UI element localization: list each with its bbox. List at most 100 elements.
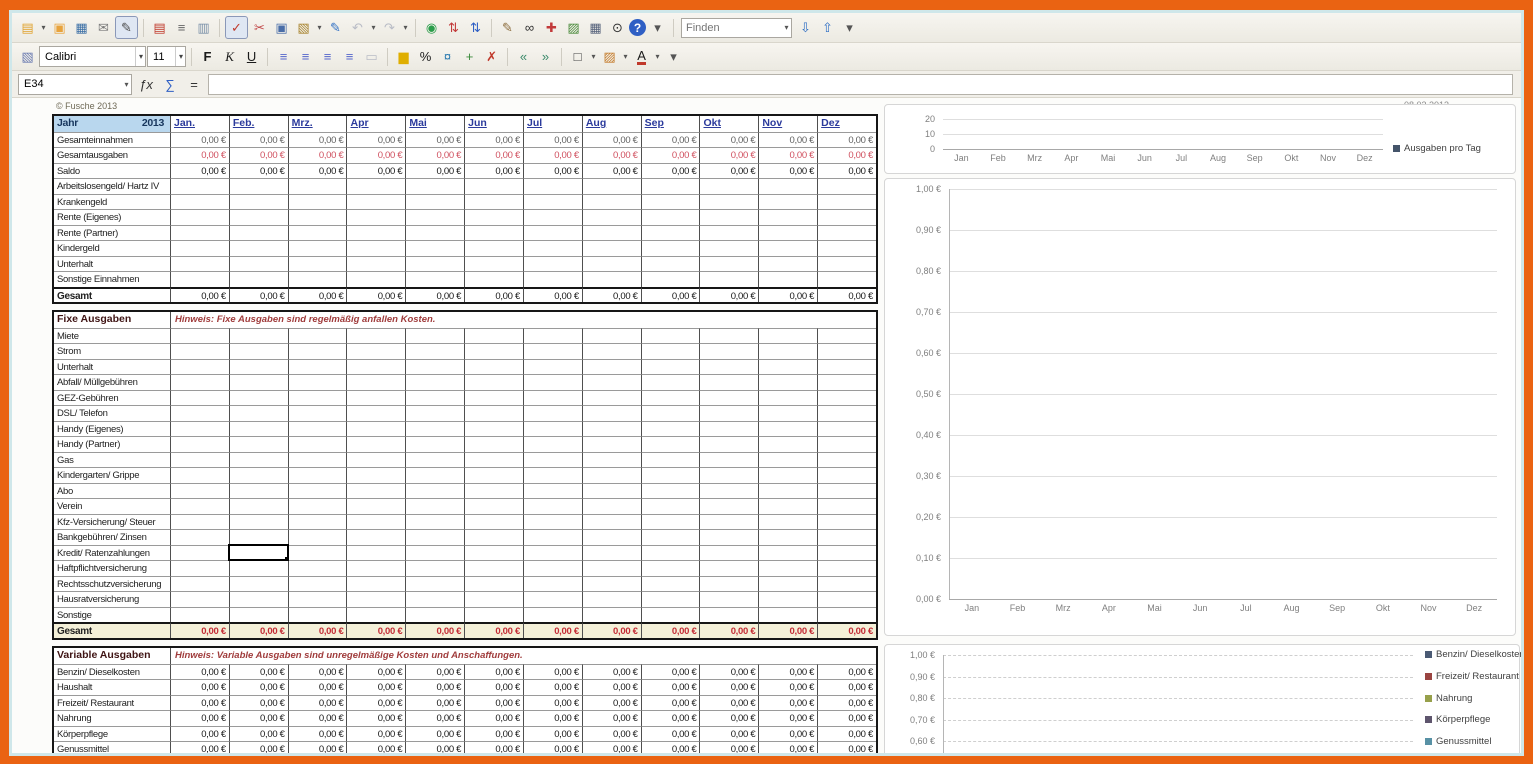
value-cell[interactable] [817,451,876,467]
value-cell[interactable]: 0,00 € [170,663,229,679]
value-cell[interactable] [287,529,347,545]
value-cell[interactable]: 0,00 € [170,622,229,638]
equals-icon[interactable]: = [190,76,198,92]
value-cell[interactable] [464,498,523,514]
value-cell[interactable] [405,451,465,467]
value-cell[interactable]: 0,00 € [817,162,876,178]
value-cell[interactable] [640,482,700,498]
value-cell[interactable] [464,436,523,452]
value-cell[interactable]: 0,00 € [464,710,523,726]
value-cell[interactable] [817,224,876,240]
sort-descending-icon[interactable]: ⇅ [470,20,481,35]
value-cell[interactable] [640,271,700,287]
underline-icon[interactable]: U [246,49,257,64]
value-cell[interactable] [287,209,347,225]
font-size-dropdown-icon[interactable]: ▾ [175,47,183,66]
value-cell[interactable] [522,343,582,359]
value-cell[interactable]: 0,00 € [640,725,700,741]
value-cell[interactable]: 0,00 € [699,131,759,147]
toolbar-more-icon[interactable]: ▾ [654,20,661,35]
value-cell[interactable]: 0,00 € [405,710,465,726]
value-cell[interactable]: 0,00 € [228,741,288,753]
value-cell[interactable] [640,178,700,194]
value-cell[interactable] [228,343,288,359]
value-cell[interactable]: 0,00 € [228,162,288,178]
value-cell[interactable]: 0,00 € [228,131,288,147]
value-cell[interactable] [817,436,876,452]
standard-format-icon[interactable]: ¤ [443,49,452,64]
value-cell[interactable] [464,606,523,622]
value-cell[interactable]: 0,00 € [699,663,759,679]
value-cell[interactable] [228,529,288,545]
value-cell[interactable] [405,224,465,240]
value-cell[interactable] [640,224,700,240]
value-cell[interactable]: 0,00 € [640,162,700,178]
value-cell[interactable]: 0,00 € [464,679,523,695]
value-cell[interactable] [405,498,465,514]
value-cell[interactable]: 0,00 € [581,162,641,178]
align-right-icon[interactable]: ≡ [323,49,332,64]
value-cell[interactable] [464,575,523,591]
value-cell[interactable]: 0,00 € [228,663,288,679]
value-cell[interactable]: 0,00 € [405,147,465,163]
value-cell[interactable] [640,240,700,256]
value-cell[interactable] [228,209,288,225]
value-cell[interactable] [522,560,582,576]
value-cell[interactable] [522,178,582,194]
value-cell[interactable] [522,513,582,529]
cut-icon[interactable]: ✂ [254,20,265,35]
value-cell[interactable]: 0,00 € [287,147,347,163]
value-cell[interactable] [817,575,876,591]
value-cell[interactable]: 0,00 € [287,741,347,753]
value-cell[interactable]: 0,00 € [170,741,229,753]
value-cell[interactable] [464,389,523,405]
value-cell[interactable] [522,436,582,452]
value-cell[interactable]: 0,00 € [581,147,641,163]
value-cell[interactable]: 0,00 € [405,286,465,302]
value-cell[interactable] [758,529,818,545]
value-cell[interactable] [346,405,406,421]
help-icon[interactable]: ? [629,19,646,36]
formula-input[interactable] [208,73,1513,95]
value-cell[interactable] [758,560,818,576]
open-folder-icon[interactable]: ▣ [53,20,66,35]
value-cell[interactable] [699,405,759,421]
value-cell[interactable] [346,606,406,622]
value-cell[interactable] [581,327,641,343]
value-cell[interactable] [228,606,288,622]
value-cell[interactable] [699,389,759,405]
hyperlink-icon[interactable]: ◉ [425,20,438,35]
value-cell[interactable]: 0,00 € [758,741,818,753]
value-cell[interactable] [817,193,876,209]
value-cell[interactable]: 0,00 € [817,147,876,163]
search-more-icon[interactable]: ▾ [846,20,853,35]
value-cell[interactable] [581,193,641,209]
value-cell[interactable] [522,209,582,225]
value-cell[interactable]: 0,00 € [758,147,818,163]
align-justify-icon[interactable]: ≡ [345,49,354,64]
value-cell[interactable] [346,209,406,225]
value-cell[interactable] [228,451,288,467]
value-cell[interactable] [581,343,641,359]
value-cell[interactable] [346,560,406,576]
value-cell[interactable]: 0,00 € [405,741,465,753]
gallery-icon[interactable]: ▨ [567,20,580,35]
value-cell[interactable]: 0,00 € [758,162,818,178]
value-cell[interactable] [464,178,523,194]
value-cell[interactable]: 0,00 € [170,162,229,178]
value-cell[interactable] [170,224,229,240]
find-previous-icon[interactable]: ⇧ [822,20,833,35]
value-cell[interactable] [522,240,582,256]
value-cell[interactable] [699,482,759,498]
value-cell[interactable]: 0,00 € [346,147,406,163]
value-cell[interactable] [170,420,229,436]
value-cell[interactable] [464,560,523,576]
value-cell[interactable]: 0,00 € [287,162,347,178]
value-cell[interactable]: 0,00 € [464,725,523,741]
delete-decimal-icon[interactable]: ✗ [486,49,497,64]
value-cell[interactable]: 0,00 € [464,131,523,147]
data-sources-icon[interactable]: ▦ [589,20,602,35]
value-cell[interactable] [581,575,641,591]
value-cell[interactable]: 0,00 € [817,725,876,741]
value-cell[interactable] [758,591,818,607]
